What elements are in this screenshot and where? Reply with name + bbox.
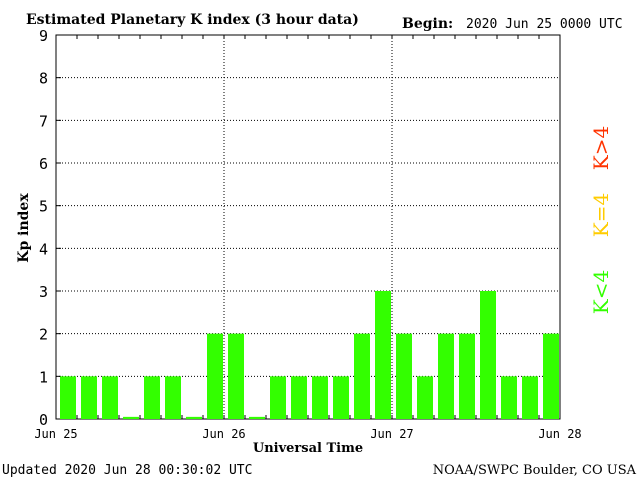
begin-value: 2020 Jun 25 0000 UTC — [466, 17, 623, 32]
kp-bar — [81, 376, 97, 419]
kp-bar — [228, 333, 244, 419]
kp-bar — [480, 291, 496, 419]
chart-title: Estimated Planetary K index (3 hour data… — [26, 12, 359, 28]
kp-bar — [207, 333, 223, 419]
kp-bar — [501, 376, 517, 419]
y-tick-label: 8 — [39, 70, 48, 88]
kp-bar — [123, 416, 139, 419]
legend-k-less-4: K<4 — [589, 270, 613, 314]
kp-bar — [249, 416, 265, 419]
kp-bar — [396, 333, 412, 419]
x-tick-label: Jun 25 — [34, 427, 77, 441]
kp-bar — [312, 376, 328, 419]
kp-bar — [459, 333, 475, 419]
y-tick-label: 2 — [39, 326, 48, 344]
bars-group — [60, 291, 559, 419]
x-tick-label: Jun 28 — [538, 427, 581, 441]
legend-k-equal-4: K=4 — [589, 193, 613, 237]
x-tick-label: Jun 26 — [202, 427, 245, 441]
kp-bar — [375, 291, 391, 419]
y-tick-label: 9 — [39, 27, 48, 45]
kp-bar — [60, 376, 76, 419]
kp-bar — [291, 376, 307, 419]
y-tick-label: 7 — [39, 112, 48, 130]
x-tick-label: Jun 27 — [370, 427, 413, 441]
y-tick-label: 1 — [39, 368, 48, 386]
grid-lines — [56, 34, 560, 420]
kp-bar — [354, 333, 370, 419]
kp-bar — [543, 333, 559, 419]
kp-bar — [165, 376, 181, 419]
legend-k-greater-4: K>4 — [589, 126, 613, 170]
y-tick-label: 5 — [39, 198, 48, 216]
kp-bar — [333, 376, 349, 419]
kp-bar — [417, 376, 433, 419]
kp-bar — [438, 333, 454, 419]
updated-timestamp: Updated 2020 Jun 28 00:30:02 UTC — [2, 463, 252, 478]
kp-bar — [102, 376, 118, 419]
y-tick-label: 4 — [39, 240, 48, 258]
kp-bar — [144, 376, 160, 419]
y-axis-label: Kp index — [16, 193, 32, 263]
kp-bar — [270, 376, 286, 419]
y-tick-label: 3 — [39, 283, 48, 301]
data-source: NOAA/SWPC Boulder, CO USA — [433, 463, 637, 478]
y-tick-label: 0 — [39, 411, 48, 429]
kp-bar — [186, 416, 202, 419]
x-tick-labels: Jun 25 Jun 26 Jun 27 Jun 28 — [34, 427, 581, 441]
begin-label: Begin: — [402, 16, 453, 32]
x-axis-label: Universal Time — [253, 441, 363, 456]
y-tick-label: 6 — [39, 155, 48, 173]
y-tick-labels: 0 1 2 3 4 5 6 7 8 9 — [39, 27, 48, 429]
kp-bar — [522, 376, 538, 419]
